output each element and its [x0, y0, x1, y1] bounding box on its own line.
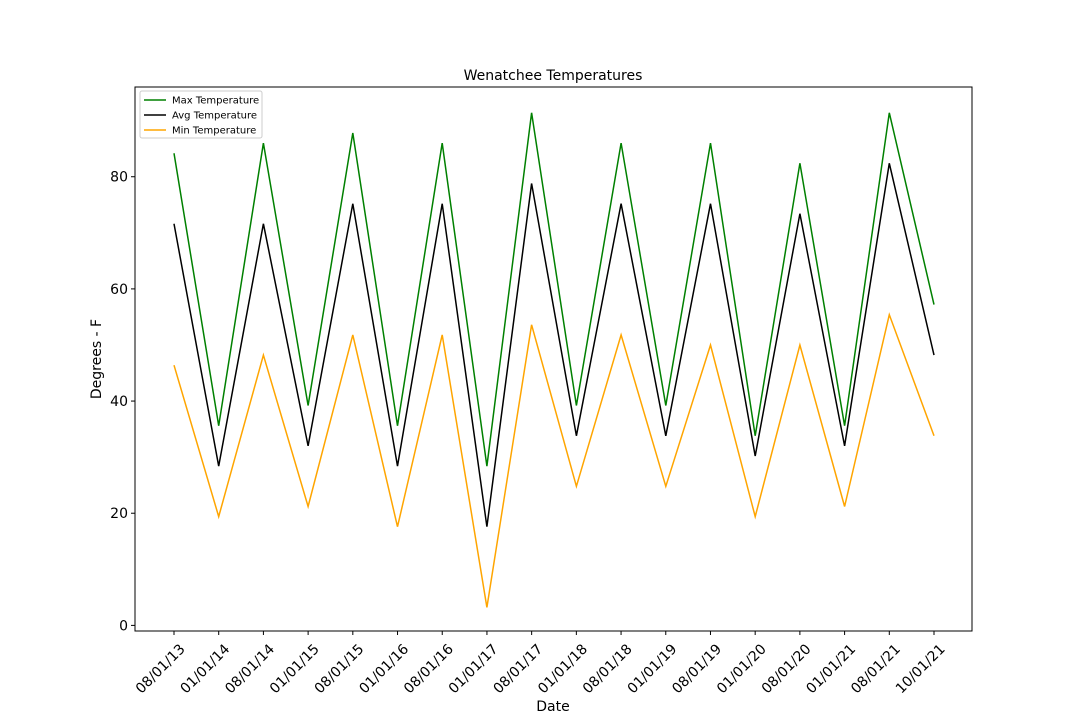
- y-tick-label: 80: [110, 170, 128, 186]
- legend: Max Temperature Avg Temperature Min Temper…: [139, 90, 263, 139]
- series-lines: [173, 112, 935, 608]
- legend-entry-label: Max Temperature: [172, 96, 259, 107]
- x-tick-label: 10/01/21: [893, 641, 949, 697]
- y-tick-label: 60: [110, 282, 128, 298]
- legend-box: [139, 90, 263, 139]
- y-tick-label: 40: [110, 394, 128, 410]
- legend-entry-label: Avg Temperature: [172, 111, 257, 122]
- legend-entry-label: Min Temperature: [172, 126, 256, 137]
- series-line-min-temperature: [173, 312, 935, 608]
- chart-title: Wenatchee Temperatures: [464, 68, 643, 84]
- y-tick-label: 20: [110, 506, 128, 522]
- y-tick-label: 0: [119, 618, 128, 634]
- y-axis-label: Degrees - F: [89, 319, 105, 399]
- x-axis-label: Date: [536, 699, 569, 715]
- x-axis-ticks: 08/01/1301/01/1408/01/1401/01/1508/01/15…: [133, 631, 949, 697]
- plot-area: [134, 86, 973, 632]
- series-line-max-temperature: [173, 112, 935, 467]
- series-line-avg-temperature: [173, 163, 935, 527]
- y-axis-ticks: 0 20 40 60 80: [110, 170, 135, 634]
